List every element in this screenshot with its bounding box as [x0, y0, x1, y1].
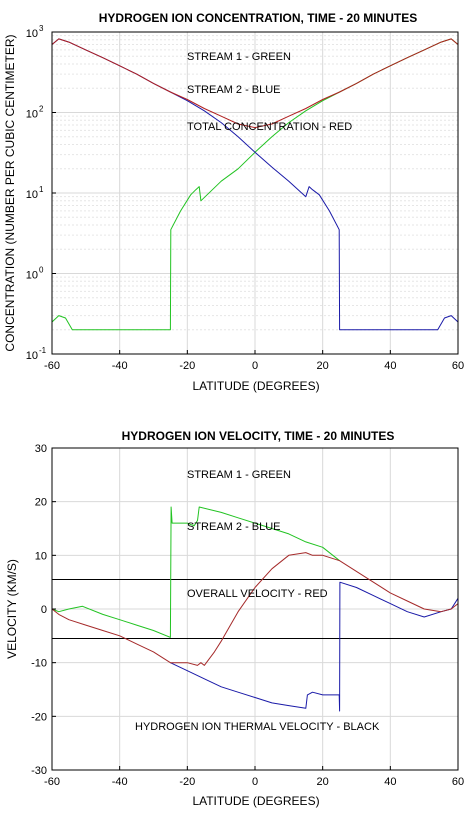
- y-tick-label: 10: [26, 28, 38, 40]
- y-tick-label: 10: [26, 109, 38, 121]
- x-tick-label: -20: [179, 776, 195, 788]
- x-ticks-concentration: -60 -40 -20 0 20 40 60: [44, 350, 464, 372]
- x-tick-label: 20: [317, 360, 329, 372]
- x-tick-label: -40: [112, 776, 128, 788]
- x-axis-label-velocity: LATITUDE (DEGREES): [192, 794, 319, 808]
- annotation-thermal-bottom: HYDROGEN ION THERMAL VELOCITY - BLACK: [135, 721, 380, 733]
- y-tick-label: 0: [41, 604, 47, 616]
- x-tick-label: 20: [317, 776, 329, 788]
- annotation-stream1-top: STREAM 1 - GREEN: [187, 51, 291, 63]
- reference-lines-velocity: [52, 578, 458, 640]
- annotation-overall-bottom: OVERALL VELOCITY - RED: [187, 588, 328, 600]
- y-tick-label: 10: [35, 550, 47, 562]
- y-ticks-velocity: -30 -20 -10 0 10 20 30: [31, 443, 56, 777]
- y-tick-exponent: 3: [39, 24, 44, 33]
- series-group-concentration: [51, 38, 459, 331]
- series-line-2: [170, 581, 459, 712]
- x-tick-label: 0: [252, 360, 258, 372]
- x-tick-label: 40: [384, 776, 396, 788]
- y-tick-exponent: 2: [39, 105, 44, 114]
- series-line-3: [51, 38, 459, 129]
- y-tick-exponent: 1: [39, 185, 44, 194]
- y-tick-label: -30: [31, 765, 47, 777]
- x-tick-label: -60: [44, 360, 60, 372]
- series-line-3: [51, 552, 459, 666]
- x-axis-label-concentration: LATITUDE (DEGREES): [192, 379, 319, 393]
- x-tick-label: 60: [452, 776, 464, 788]
- y-tick-label: 30: [35, 443, 47, 455]
- y-tick-label: 20: [35, 497, 47, 509]
- chart-velocity: HYDROGEN ION VELOCITY, TIME - 20 MINUTES…: [5, 429, 464, 808]
- x-tick-label: 0: [252, 776, 258, 788]
- y-tick-label: 10: [26, 350, 38, 362]
- x-tick-label: 60: [452, 360, 464, 372]
- annotation-stream2-bottom: STREAM 2 - BLUE: [187, 521, 281, 533]
- annotation-total-top: TOTAL CONCENTRATION - RED: [187, 121, 352, 133]
- y-axis-label-concentration: CONCENTRATION (NUMBER PER CUBIC CENTIMET…: [3, 34, 17, 351]
- x-tick-label: -60: [44, 776, 60, 788]
- chart-title-velocity: HYDROGEN ION VELOCITY, TIME - 20 MINUTES: [122, 429, 395, 443]
- chart-concentration: HYDROGEN ION CONCENTRATION, TIME - 20 MI…: [3, 11, 464, 393]
- grid-concentration: [51, 31, 459, 355]
- annotation-stream1-bottom: STREAM 1 - GREEN: [187, 469, 291, 481]
- y-tick-label: -20: [31, 711, 47, 723]
- series-group-velocity: [51, 506, 459, 712]
- annotation-stream2-top: STREAM 2 - BLUE: [187, 84, 281, 96]
- x-tick-label: -40: [112, 360, 128, 372]
- y-tick-label: 10: [26, 270, 38, 282]
- chart-title-concentration: HYDROGEN ION CONCENTRATION, TIME - 20 MI…: [99, 11, 417, 25]
- y-tick-label: 10: [26, 189, 38, 201]
- y-tick-exponent: 0: [39, 266, 44, 275]
- x-ticks-velocity: -60 -40 -20 0 20 40 60: [44, 766, 464, 788]
- y-axis-label-velocity: VELOCITY (KM/S): [5, 559, 19, 659]
- y-tick-exponent: -1: [39, 346, 47, 355]
- series-line-1: [51, 506, 340, 638]
- x-tick-label: 40: [384, 360, 396, 372]
- x-tick-label: -20: [179, 360, 195, 372]
- y-tick-label: -10: [31, 658, 47, 670]
